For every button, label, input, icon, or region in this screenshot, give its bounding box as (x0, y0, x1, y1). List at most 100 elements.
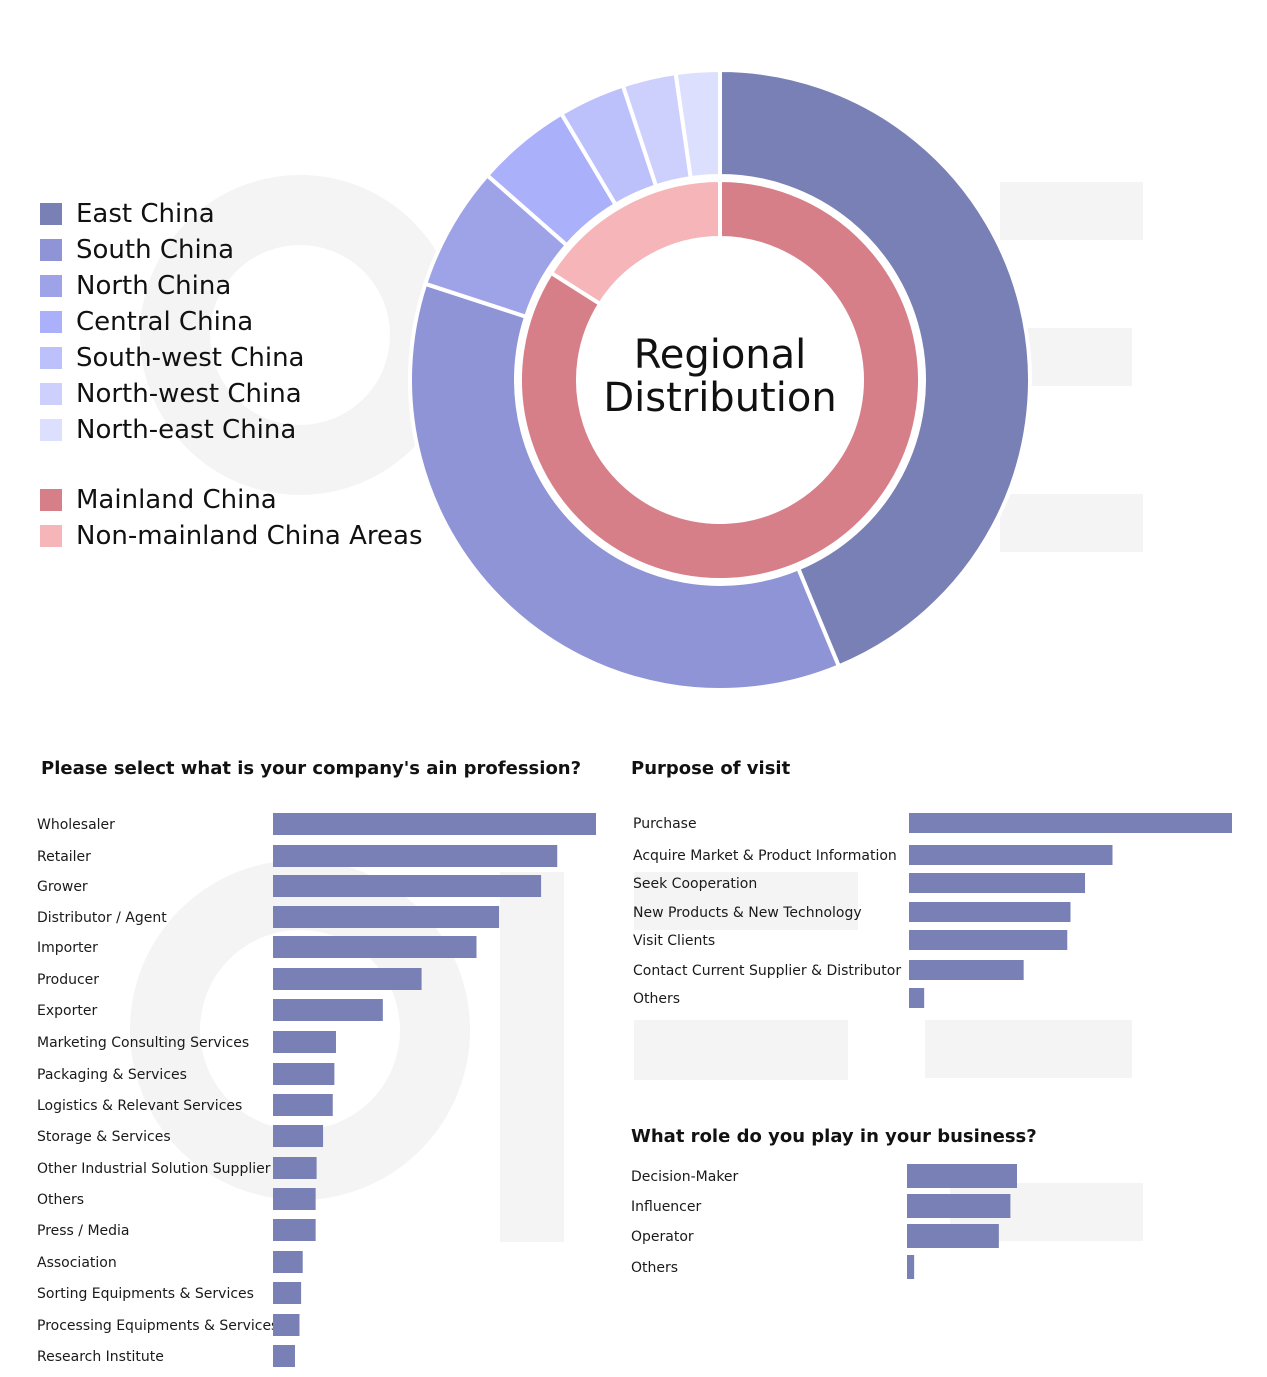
profession-chart-label: Sorting Equipments & Services (37, 1286, 254, 1302)
legend-label: South-west China (76, 343, 305, 373)
profession-chart-bar (273, 1251, 303, 1273)
role-chart-label: Operator (631, 1229, 694, 1245)
legend-item-east-china: East China (40, 196, 423, 232)
profession-chart-label: Association (37, 1255, 117, 1271)
purpose-chart-label: Seek Cooperation (633, 876, 757, 892)
profession-chart-label: Packaging & Services (37, 1067, 187, 1083)
profession-chart-bar (273, 1188, 316, 1210)
purpose-chart-label: Purchase (633, 816, 697, 832)
donut-slice-east-china (718, 67, 1032, 669)
profession-chart-bar (273, 813, 596, 835)
role-chart-bar (907, 1194, 1011, 1218)
profession-chart-bar (273, 875, 542, 897)
profession-chart-label: Marketing Consulting Services (37, 1035, 249, 1051)
profession-chart-bar (273, 1063, 335, 1085)
donut-slice-north-east-china (673, 67, 722, 181)
profession-chart-bar (273, 1157, 317, 1179)
donut-slice-non-mainland-china-areas (548, 177, 722, 307)
purpose-chart-bar (909, 930, 1068, 950)
legend-label: South China (76, 235, 235, 265)
legend-item-north-china: North China (40, 268, 423, 304)
watermark-bar (1000, 494, 1143, 552)
profession-chart-label: Retailer (37, 849, 91, 865)
role-chart-bar (907, 1224, 999, 1248)
legend-swatch (40, 203, 62, 225)
role-chart-title: What role do you play in your business? (631, 1126, 1037, 1147)
purpose-chart-title: Purpose of visit (631, 758, 791, 779)
role-chart-bar (907, 1164, 1017, 1188)
legend-swatch (40, 275, 62, 297)
profession-chart-bar (273, 1219, 316, 1241)
purpose-chart-bar (909, 902, 1071, 922)
profession-chart-bar (273, 845, 558, 867)
profession-chart-label: Wholesaler (37, 817, 115, 833)
legend-item-mainland-china: Mainland China (40, 482, 423, 518)
profession-chart-label: Exporter (37, 1003, 97, 1019)
profession-chart-bar (273, 1345, 295, 1367)
profession-chart-bar (273, 1125, 324, 1147)
legend-label: North-east China (76, 415, 297, 445)
donut-title-line1: Regional (634, 332, 807, 378)
purpose-chart-label: Acquire Market & Product Information (633, 848, 897, 864)
profession-chart-bar (273, 936, 477, 958)
profession-chart-label: Other Industrial Solution Supplier (37, 1161, 271, 1177)
purpose-chart-label: Others (633, 991, 680, 1007)
purpose-chart-bar (909, 813, 1232, 833)
profession-chart-label: Press / Media (37, 1223, 130, 1239)
profession-chart: Wholesaler Retailer Grower Distributor / Ag… (37, 813, 596, 1367)
donut-slice-mainland-china (518, 177, 922, 582)
purpose-chart-bar (909, 873, 1086, 893)
watermark-bar (634, 1020, 848, 1080)
legend-item-non-mainland-china-areas: Non-mainland China Areas (40, 518, 423, 554)
purpose-chart: Purchase Acquire Market & Product Informa… (633, 813, 1232, 1008)
legend-swatch (40, 347, 62, 369)
legend-swatch (40, 239, 62, 261)
profession-chart-label: Importer (37, 940, 98, 956)
legend-label: Mainland China (76, 485, 277, 515)
purpose-chart-bar (909, 988, 925, 1008)
profession-chart-label: Grower (37, 879, 88, 895)
profession-chart-title: Please select what is your company's ain… (41, 758, 582, 779)
legend-swatch (40, 383, 62, 405)
watermark-bar (1000, 182, 1143, 240)
role-chart-label: Influencer (631, 1199, 701, 1215)
legend-label: North China (76, 271, 232, 301)
profession-chart-label: Logistics & Relevant Services (37, 1098, 242, 1114)
legend-item-south-china: South China (40, 232, 423, 268)
profession-chart-bar (273, 1314, 300, 1336)
profession-chart-label: Processing Equipments & Services (37, 1318, 278, 1334)
role-chart-label: Others (631, 1260, 678, 1276)
legend-swatch (40, 311, 62, 333)
purpose-chart-bar (909, 845, 1113, 865)
role-chart-bar (907, 1255, 915, 1279)
role-chart: Decision-Maker Influencer Operator Others (631, 1164, 1017, 1279)
legend-label: Central China (76, 307, 254, 337)
legend-swatch (40, 525, 62, 547)
watermark-bar (500, 872, 564, 1242)
outer-ring (408, 67, 1032, 692)
inner-ring (518, 177, 922, 582)
legend-item-north-west-china: North-west China (40, 376, 423, 412)
profession-chart-bar (273, 1282, 302, 1304)
legend-item-central-china: Central China (40, 304, 423, 340)
profession-chart-bar (273, 968, 422, 990)
legend-swatch (40, 489, 62, 511)
role-chart-label: Decision-Maker (631, 1169, 739, 1185)
profession-chart-bar (273, 1031, 336, 1053)
purpose-chart-label: Visit Clients (633, 933, 715, 949)
donut-legend: East China South China North China Central … (40, 196, 423, 554)
legend-label: Non-mainland China Areas (76, 521, 423, 551)
profession-chart-bar (273, 999, 383, 1021)
legend-label: North-west China (76, 379, 302, 409)
profession-chart-label: Distributor / Agent (37, 910, 167, 926)
donut-slice-south-china (408, 281, 842, 692)
watermark-bar (925, 1020, 1132, 1078)
profession-chart-label: Producer (37, 972, 99, 988)
profession-chart-label: Others (37, 1192, 84, 1208)
watermark-bar (634, 872, 858, 930)
donut-title-line2: Distribution (603, 375, 836, 421)
profession-chart-bar (273, 1094, 333, 1116)
regional-distribution-donut: Regional Distribution (408, 67, 1032, 692)
legend-item-north-east-china: North-east China (40, 412, 423, 448)
